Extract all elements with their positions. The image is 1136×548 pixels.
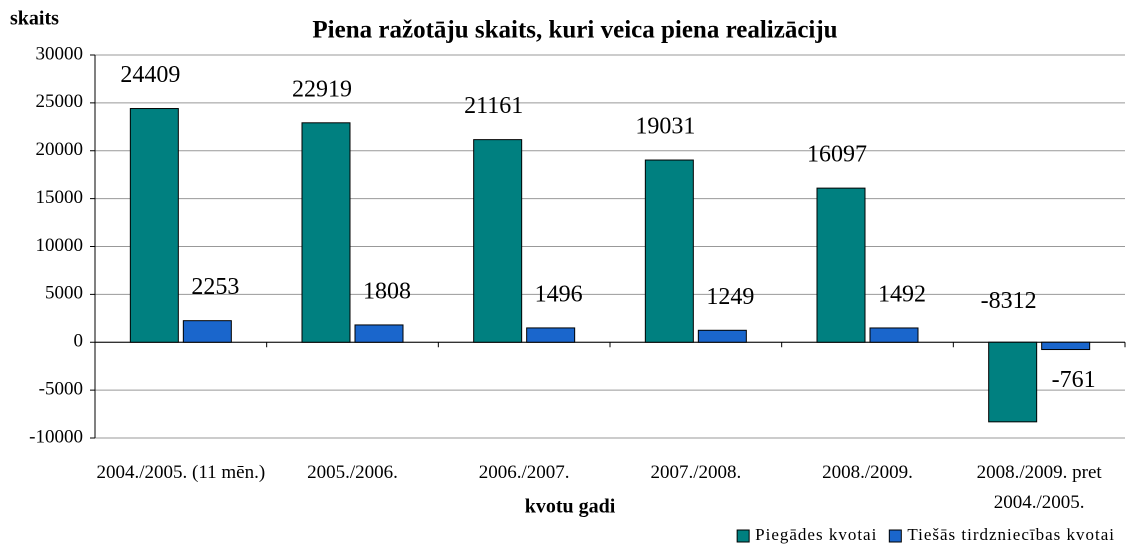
legend-label: Piegādes kvotai	[755, 525, 877, 544]
y-tick-label: 30000	[36, 43, 84, 64]
legend-swatch	[736, 529, 750, 543]
legend-swatch	[888, 529, 902, 543]
y-tick-label: 25000	[36, 91, 84, 112]
x-tick-label: 2007./2008.	[650, 462, 742, 483]
bar	[644, 159, 694, 343]
x-tick-label: 2008./2009.	[822, 462, 913, 483]
y-tick-label: 5000	[45, 283, 83, 304]
data-label: 16097	[807, 142, 867, 168]
data-label: 1249	[706, 284, 754, 310]
data-label: -8312	[981, 288, 1037, 314]
bar	[301, 122, 351, 343]
bar	[354, 324, 404, 343]
y-tick-label: 0	[74, 331, 84, 352]
y-tick-label: 20000	[36, 139, 84, 160]
y-tick-label: 15000	[36, 187, 84, 208]
data-label: 21161	[464, 93, 523, 119]
y-tick-label: -10000	[29, 426, 83, 447]
legend-label: Tiešās tirdzniecības kvotai	[907, 525, 1115, 544]
data-label: 1492	[878, 281, 926, 307]
data-label: 1496	[535, 281, 583, 307]
bar	[526, 327, 576, 343]
data-label: -761	[1052, 367, 1096, 393]
bar	[1041, 341, 1091, 351]
bar	[129, 108, 179, 343]
bar	[816, 187, 866, 343]
x-tick-label: 2006./2007.	[478, 462, 570, 483]
bar	[697, 329, 747, 343]
y-tick-label: 10000	[36, 235, 84, 256]
x-tick-label: 2008./2009. pret 2004./2005.	[976, 462, 1102, 513]
bar	[473, 139, 523, 343]
chart-title: Piena ražotāju skaits, kuri veica piena …	[312, 17, 837, 44]
y-axis-label: skaits	[10, 8, 59, 30]
x-tick-label: 2005./2006.	[307, 462, 398, 483]
y-tick-label: -5000	[39, 378, 83, 399]
data-label: 24409	[120, 62, 180, 88]
data-label: 2253	[191, 274, 239, 300]
bar	[182, 320, 232, 343]
x-axis-label: kvotu gadi	[525, 496, 616, 518]
bar	[869, 327, 919, 343]
data-label: 1808	[363, 278, 411, 304]
data-label: 22919	[292, 76, 352, 102]
data-label: 19031	[635, 114, 695, 140]
x-tick-label: 2004./2005. (11 mēn.)	[96, 462, 266, 483]
bar	[988, 341, 1038, 423]
